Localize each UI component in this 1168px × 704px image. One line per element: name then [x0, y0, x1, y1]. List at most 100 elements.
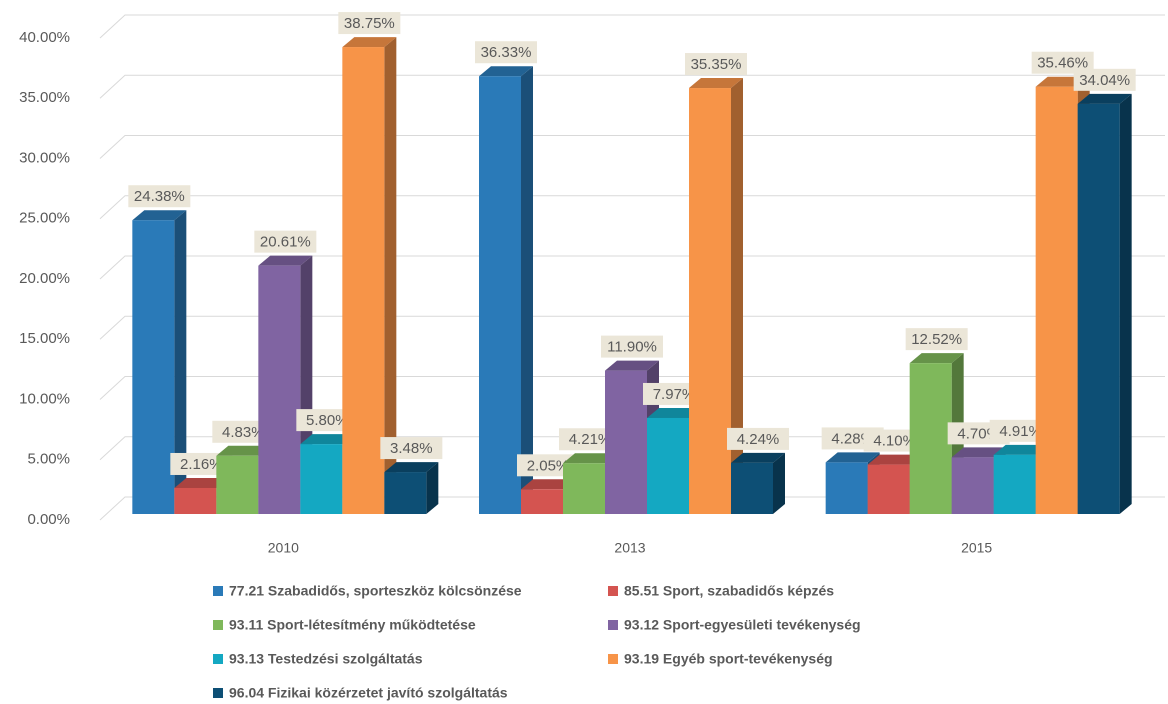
legend-swatch	[608, 620, 618, 630]
legend-swatch	[213, 688, 223, 698]
bar-top	[132, 210, 187, 221]
bar-top	[731, 452, 785, 463]
bar-side	[731, 78, 743, 514]
bar-front	[689, 88, 731, 514]
data-label: 11.90%	[607, 339, 657, 356]
data-label: 34.04%	[1079, 72, 1130, 89]
data-label: 12.52%	[911, 331, 962, 348]
data-label-box	[727, 427, 789, 450]
bar-side	[426, 462, 439, 514]
bar-side	[521, 66, 533, 514]
data-label: 4.10%	[873, 433, 916, 450]
data-label: 4.28%	[831, 430, 874, 447]
bar-top	[342, 37, 397, 48]
bar-side	[384, 37, 397, 514]
grid-line	[99, 496, 1165, 521]
data-label: 4.91%	[999, 423, 1042, 440]
bar-top	[1077, 93, 1132, 104]
data-label: 36.33%	[481, 44, 532, 61]
legend-label: 93.11 Sport-létesítmény működtetése	[229, 617, 476, 633]
bar-front	[1035, 86, 1078, 514]
data-label-box	[475, 41, 537, 64]
bar-front	[951, 457, 994, 514]
bar	[384, 462, 439, 514]
bar-front	[216, 455, 259, 514]
bar-front	[867, 464, 910, 514]
legend-label: 85.51 Sport, szabadidős képzés	[624, 583, 834, 599]
bar-front	[384, 472, 427, 514]
bar-top	[479, 66, 533, 77]
y-tick-label: 10.00%	[19, 390, 70, 407]
y-tick-label: 35.00%	[19, 89, 70, 106]
y-tick-label: 15.00%	[19, 330, 70, 347]
bar-front	[563, 463, 605, 514]
bar-top	[605, 360, 659, 371]
bar-top	[384, 462, 439, 473]
data-label: 2.16%	[180, 456, 223, 473]
data-label: 20.61%	[260, 234, 311, 251]
data-label: 38.75%	[344, 15, 395, 32]
data-label-box	[601, 335, 663, 358]
data-label: 4.24%	[737, 431, 780, 448]
data-label: 7.97%	[653, 386, 696, 403]
bar-front	[1077, 103, 1120, 515]
y-tick-label: 40.00%	[19, 29, 70, 46]
legend-swatch	[608, 654, 618, 664]
data-label-box	[1031, 51, 1094, 74]
data-label: 3.48%	[390, 440, 433, 457]
legend-swatch	[213, 654, 223, 664]
y-tick-label: 5.00%	[27, 451, 70, 468]
bar-front	[300, 444, 343, 514]
bar-front	[647, 417, 689, 514]
bar-front	[521, 489, 563, 514]
data-label-box	[685, 53, 747, 76]
grid-line	[99, 14, 1165, 39]
data-label: 4.21%	[569, 431, 612, 448]
bar-top	[909, 353, 964, 364]
grid-line	[99, 255, 1165, 280]
bar	[132, 210, 187, 514]
bar-top	[867, 454, 922, 465]
data-label-box	[128, 185, 191, 208]
bar-top	[647, 407, 701, 418]
data-label: 5.80%	[306, 412, 349, 429]
bar-top	[563, 453, 617, 464]
data-label: 35.35%	[691, 56, 742, 73]
bar-top	[993, 444, 1048, 455]
bar-top	[174, 477, 229, 488]
x-tick-label: 2010	[268, 540, 299, 556]
bar-top	[951, 447, 1006, 458]
bar-top	[216, 445, 271, 456]
y-tick-label: 20.00%	[19, 270, 70, 287]
bar-top	[300, 434, 355, 445]
bar	[689, 78, 743, 514]
legend-swatch	[608, 586, 618, 596]
bar-front	[258, 265, 301, 514]
y-tick-label: 30.00%	[19, 149, 70, 166]
data-label: 4.70%	[957, 425, 1000, 442]
grid-line	[99, 195, 1165, 220]
data-label: 35.46%	[1037, 55, 1088, 72]
data-label-box	[338, 12, 401, 35]
bar	[342, 37, 397, 514]
grid-line	[99, 315, 1165, 340]
y-tick-label: 25.00%	[19, 210, 70, 227]
legend-label: 93.19 Egyéb sport-tevékenység	[624, 651, 833, 667]
y-tick-label: 0.00%	[27, 511, 70, 528]
bar-top	[825, 452, 880, 463]
grid-line	[99, 135, 1165, 159]
data-label-box	[254, 230, 317, 253]
bar-front	[825, 462, 868, 514]
bar-side	[773, 452, 785, 514]
legend-swatch	[213, 620, 223, 630]
legend-label: 77.21 Szabadidős, sporteszköz kölcsönzés…	[229, 583, 522, 599]
data-label-box	[905, 328, 968, 351]
bar-front	[993, 454, 1036, 514]
bar-front	[909, 363, 952, 514]
data-label-box	[380, 437, 443, 460]
legend-label: 96.04 Fizikai közérzetet javító szolgált…	[229, 685, 508, 701]
data-label: 24.38%	[134, 188, 185, 205]
grid-line	[99, 376, 1165, 400]
bar-front	[479, 76, 521, 514]
